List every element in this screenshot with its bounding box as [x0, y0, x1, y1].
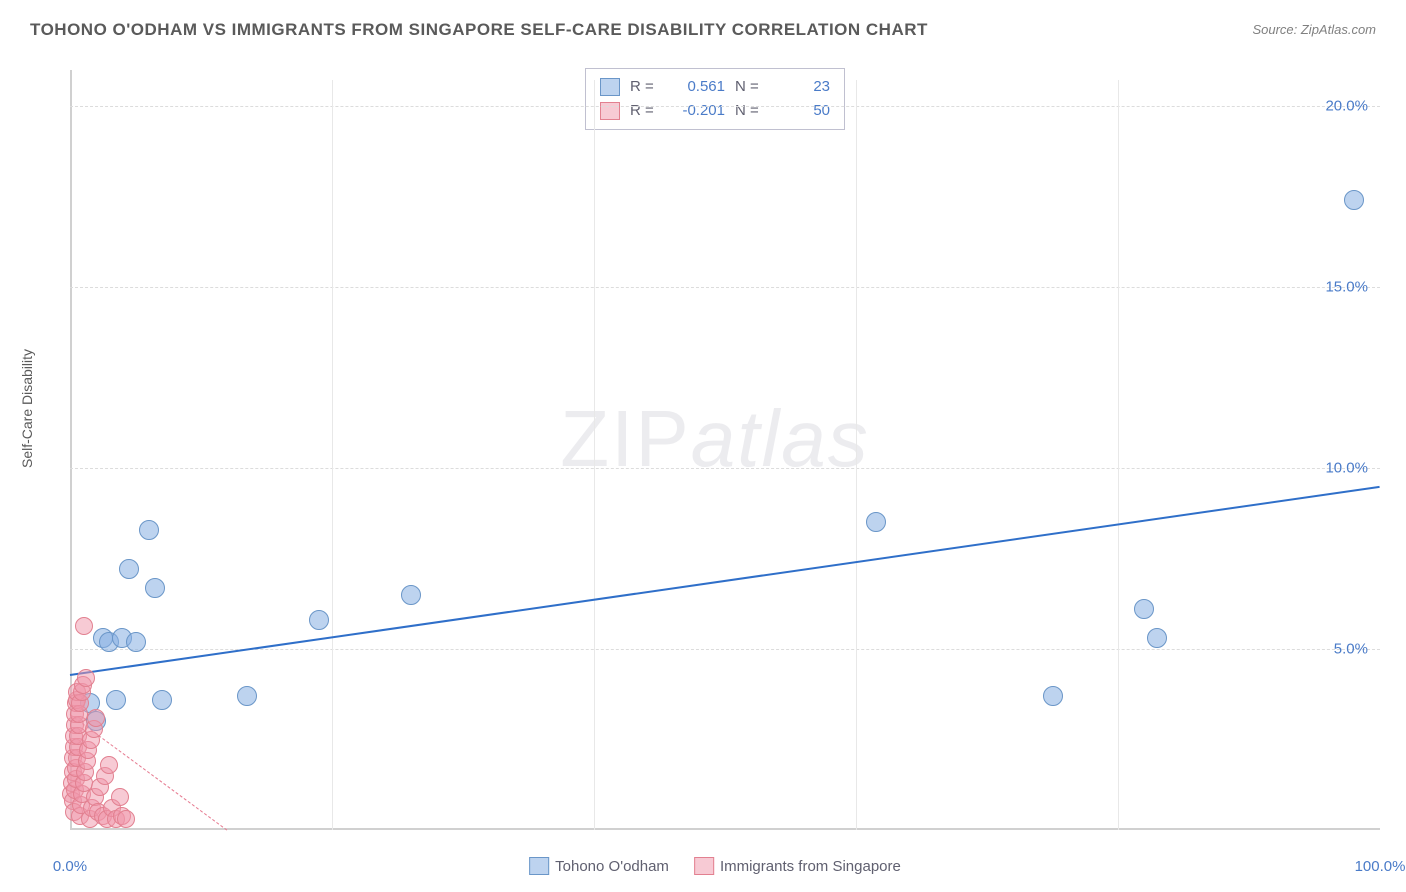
n-value-1: 23 [775, 75, 830, 99]
scatter-plot: ZIPatlas R = 0.561 N = 23 R = -0.201 N =… [50, 60, 1380, 850]
gridline-horizontal [70, 649, 1380, 650]
scatter-point [119, 559, 139, 579]
legend-item-series1: Tohono O'odham [529, 857, 669, 875]
legend-item-series2: Immigrants from Singapore [694, 857, 901, 875]
scatter-point [100, 756, 118, 774]
scatter-point [145, 578, 165, 598]
y-tick-label: 20.0% [1325, 98, 1368, 115]
scatter-point [75, 617, 93, 635]
series-legend: Tohono O'odham Immigrants from Singapore [529, 857, 901, 875]
y-tick-label: 15.0% [1325, 279, 1368, 296]
x-axis-line [70, 828, 1380, 830]
scatter-point [126, 632, 146, 652]
chart-title: TOHONO O'ODHAM VS IMMIGRANTS FROM SINGAP… [30, 20, 928, 40]
watermark-text: ZIPatlas [560, 393, 869, 485]
scatter-point [401, 585, 421, 605]
chart-area: Self-Care Disability ZIPatlas R = 0.561 … [50, 60, 1380, 850]
n-value-2: 50 [775, 99, 830, 123]
scatter-point [111, 788, 129, 806]
scatter-point [117, 810, 135, 828]
legend-label-series2: Immigrants from Singapore [720, 858, 901, 875]
r-value-1: 0.561 [670, 75, 725, 99]
watermark-zip: ZIP [560, 394, 690, 483]
r-label-1: R = [630, 75, 660, 99]
legend-row-series2: R = -0.201 N = 50 [600, 99, 830, 123]
swatch-series1 [600, 78, 620, 96]
gridline-vertical [1118, 80, 1119, 830]
scatter-point [866, 512, 886, 532]
legend-label-series1: Tohono O'odham [555, 858, 669, 875]
y-tick-label: 5.0% [1334, 641, 1368, 658]
swatch-series2 [600, 102, 620, 120]
scatter-point [77, 669, 95, 687]
n-label-1: N = [735, 75, 765, 99]
gridline-vertical [332, 80, 333, 830]
correlation-legend: R = 0.561 N = 23 R = -0.201 N = 50 [585, 68, 845, 130]
y-axis-label: Self-Care Disability [19, 349, 35, 468]
gridline-horizontal [70, 106, 1380, 107]
swatch-series2-bottom [694, 857, 714, 875]
scatter-point [139, 520, 159, 540]
source-label: Source: ZipAtlas.com [1252, 22, 1376, 37]
scatter-point [309, 610, 329, 630]
scatter-point [1147, 628, 1167, 648]
y-tick-label: 10.0% [1325, 460, 1368, 477]
gridline-vertical [856, 80, 857, 830]
scatter-point [106, 690, 126, 710]
r-value-2: -0.201 [670, 99, 725, 123]
scatter-point [1344, 190, 1364, 210]
x-tick-end: 100.0% [1355, 858, 1406, 875]
scatter-point [237, 686, 257, 706]
scatter-point [1043, 686, 1063, 706]
scatter-point [87, 709, 105, 727]
x-tick-start: 0.0% [53, 858, 87, 875]
gridline-vertical [594, 80, 595, 830]
trend-line [70, 486, 1380, 676]
watermark-atlas: atlas [691, 394, 870, 483]
gridline-horizontal [70, 468, 1380, 469]
scatter-point [152, 690, 172, 710]
scatter-point [1134, 599, 1154, 619]
n-label-2: N = [735, 99, 765, 123]
gridline-horizontal [70, 287, 1380, 288]
legend-row-series1: R = 0.561 N = 23 [600, 75, 830, 99]
r-label-2: R = [630, 99, 660, 123]
swatch-series1-bottom [529, 857, 549, 875]
